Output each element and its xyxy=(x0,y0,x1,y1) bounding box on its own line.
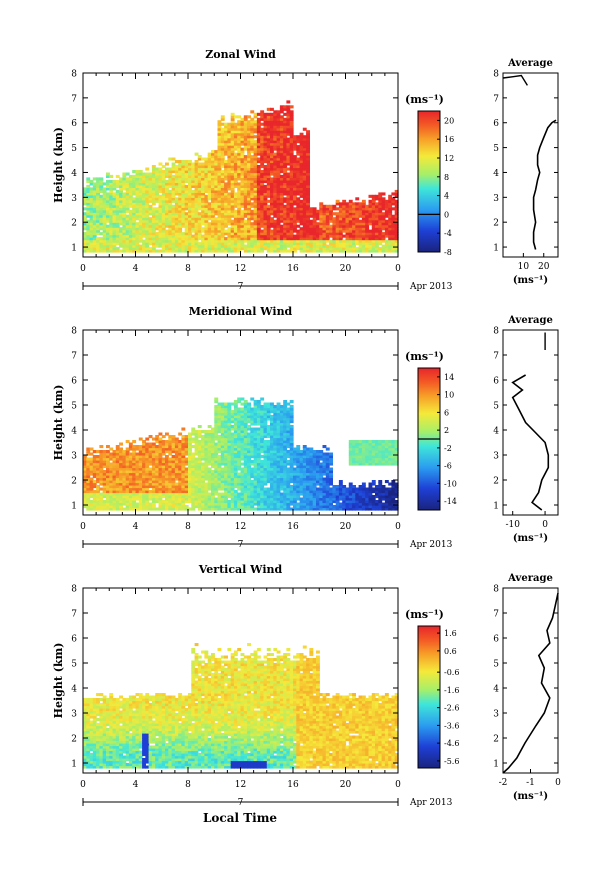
date-label: Apr 2013 xyxy=(409,282,453,292)
x-tick-label: 4 xyxy=(133,264,139,274)
heatmap-cell xyxy=(247,403,251,406)
heatmap-cell xyxy=(221,115,225,118)
average-y-tick-label: 4 xyxy=(493,169,499,179)
x-tick-label: 0 xyxy=(80,264,86,274)
colorbar-unit: (ms⁻¹) xyxy=(405,93,444,106)
y-tick-label: 2 xyxy=(71,219,77,229)
panel-title: Meridional Wind xyxy=(189,305,293,318)
y-tick-label: 4 xyxy=(71,169,77,179)
average-profile-upper xyxy=(503,76,527,86)
average-y-tick-label: 1 xyxy=(493,244,499,254)
heatmap-cell xyxy=(145,168,149,171)
average-title: Average xyxy=(507,58,553,69)
heatmap-cell xyxy=(181,428,185,431)
average-profile-line xyxy=(534,120,556,249)
heatmap-cell xyxy=(99,445,103,448)
x-tick-label: 0 xyxy=(395,264,401,274)
heatmap-cell xyxy=(290,110,294,113)
heatmap-cell xyxy=(290,105,294,108)
colorbar xyxy=(418,111,440,252)
colorbar-tick-label: -4 xyxy=(444,229,452,238)
panel-1: Meridional Wind12345678Height (km)0 4 8 12 1… xyxy=(52,305,558,550)
average-frame xyxy=(503,73,558,257)
average-y-tick-label: 7 xyxy=(493,94,499,104)
heatmap-cell xyxy=(214,398,218,401)
average-x-label: (ms⁻¹) xyxy=(513,275,548,286)
y-tick-label: 3 xyxy=(71,194,77,204)
average-y-tick-label: 2 xyxy=(493,219,499,229)
heatmap-cell xyxy=(119,443,123,446)
y-tick-label: 1 xyxy=(71,244,77,254)
x-tick-label: 16 xyxy=(287,264,299,274)
average-y-tick-label: 5 xyxy=(493,144,499,154)
heatmap-cell xyxy=(99,177,103,180)
y-tick-label: 6 xyxy=(71,119,77,129)
panel-title: Zonal Wind xyxy=(205,48,276,61)
colorbar-tick-label: 16 xyxy=(444,135,454,144)
heatmap-cells xyxy=(83,398,399,511)
y-axis-label: Height (km) xyxy=(52,127,65,203)
average-y-tick-label: 3 xyxy=(493,194,499,204)
heatmap-cell xyxy=(306,130,310,133)
heatmap-cell xyxy=(198,425,202,428)
heatmap-cells xyxy=(83,100,399,252)
heatmap-cell xyxy=(132,440,136,443)
average-x-tick-label: 20 xyxy=(538,262,550,272)
colorbar-tick-label: 8 xyxy=(444,173,449,182)
x-tick-label: 20 xyxy=(340,264,352,274)
y-tick-label: 7 xyxy=(71,94,77,104)
colorbar-tick-label: 4 xyxy=(444,192,449,201)
x-tick-label: 8 xyxy=(185,264,191,274)
wind-figure: Zonal Wind12345678Height (km)0 4 8 12 16 20 07… xyxy=(0,0,610,873)
heatmap-cell xyxy=(362,200,366,203)
colorbar-tick-label: -8 xyxy=(444,248,452,257)
average-y-tick-label: 6 xyxy=(493,119,499,129)
x-tick-label: 12 xyxy=(235,264,246,274)
y-tick-label: 5 xyxy=(71,144,77,154)
colorbar-tick-label: 12 xyxy=(444,154,454,163)
heatmap-cell xyxy=(355,197,359,200)
day-label: 7 xyxy=(238,282,244,292)
colorbar-tick-label: 20 xyxy=(444,116,454,125)
y-tick-label: 8 xyxy=(71,70,77,80)
average-y-tick-label: 8 xyxy=(493,70,499,80)
colorbar-tick-label: 0 xyxy=(444,210,449,219)
heatmap-cell xyxy=(286,100,290,103)
heatmap-cell xyxy=(165,163,169,166)
heatmap-cell xyxy=(382,192,386,195)
heatmap-cell xyxy=(109,175,113,178)
average-x-tick-label: 10 xyxy=(518,262,530,272)
